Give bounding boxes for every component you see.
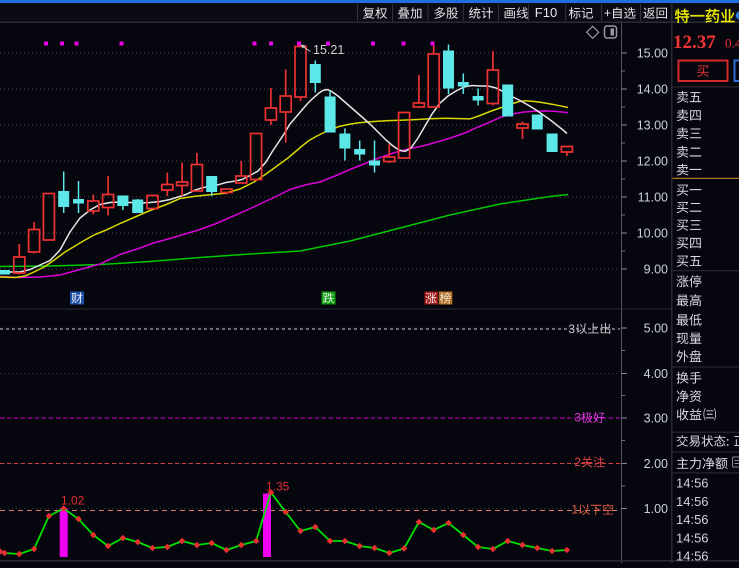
svg-text:5.00: 5.00 [644, 322, 668, 336]
svg-text:14:56: 14:56 [676, 530, 709, 545]
svg-text:10.00: 10.00 [637, 227, 668, 241]
svg-text:F10: F10 [535, 5, 557, 20]
svg-text:13.00: 13.00 [637, 119, 668, 133]
svg-text:15.21: 15.21 [313, 43, 344, 57]
svg-text:14:56: 14:56 [676, 549, 709, 564]
svg-text:14:56: 14:56 [676, 476, 709, 491]
svg-text:14:56: 14:56 [676, 512, 709, 527]
svg-text:12.37: 12.37 [673, 32, 716, 53]
svg-text:3: 3 [568, 322, 575, 336]
svg-text:12.00: 12.00 [637, 155, 668, 169]
svg-text:3.00: 3.00 [644, 412, 668, 426]
svg-text:1.00: 1.00 [644, 502, 668, 516]
svg-text:2.00: 2.00 [644, 457, 668, 471]
svg-text:2: 2 [574, 455, 581, 469]
svg-text:0.4: 0.4 [725, 36, 739, 51]
svg-text:3: 3 [574, 411, 581, 425]
svg-text:11.00: 11.00 [638, 191, 668, 205]
svg-text:14.00: 14.00 [637, 83, 668, 97]
svg-text:4.00: 4.00 [644, 367, 668, 381]
svg-text:1.02: 1.02 [61, 494, 85, 508]
svg-text:9.00: 9.00 [644, 263, 668, 277]
svg-text:1: 1 [571, 503, 578, 517]
svg-text:1.35: 1.35 [266, 480, 290, 494]
svg-text:14:56: 14:56 [676, 494, 709, 509]
svg-text:15.00: 15.00 [637, 47, 668, 61]
